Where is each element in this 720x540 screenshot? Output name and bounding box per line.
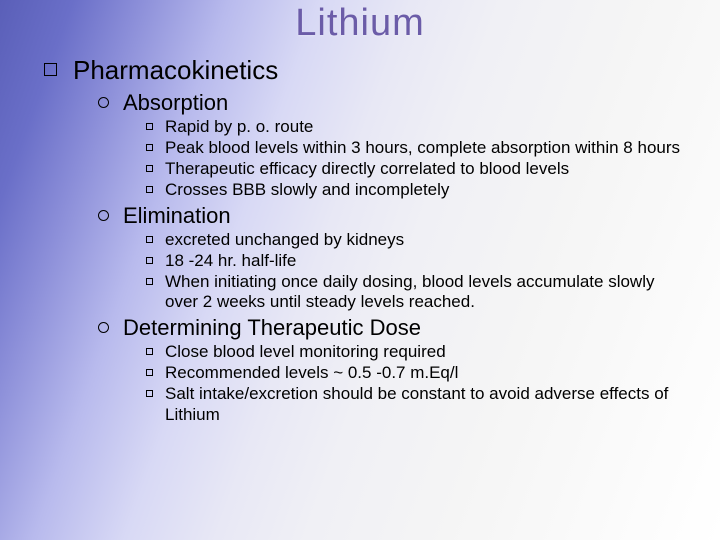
- small-square-bullet-icon: [146, 369, 153, 376]
- level2-text: Absorption: [123, 90, 228, 116]
- circle-bullet-icon: [98, 97, 109, 108]
- level3-item: Close blood level monitoring required: [146, 342, 690, 362]
- level3-text: When initiating once daily dosing, blood…: [165, 272, 690, 312]
- level3-item: Rapid by p. o. route: [146, 117, 690, 137]
- level3-text: excreted unchanged by kidneys: [165, 230, 404, 250]
- level3-text: Therapeutic efficacy directly correlated…: [165, 159, 569, 179]
- level2-item-dose: Determining Therapeutic Dose: [98, 315, 690, 341]
- square-bullet-icon: [44, 63, 57, 76]
- circle-bullet-icon: [98, 322, 109, 333]
- level3-item: When initiating once daily dosing, blood…: [146, 272, 690, 312]
- level1-item: Pharmacokinetics: [44, 55, 690, 86]
- level3-item: Crosses BBB slowly and incompletely: [146, 180, 690, 200]
- level3-item: Therapeutic efficacy directly correlated…: [146, 159, 690, 179]
- small-square-bullet-icon: [146, 348, 153, 355]
- small-square-bullet-icon: [146, 144, 153, 151]
- level3-text: Peak blood levels within 3 hours, comple…: [165, 138, 680, 158]
- level2-text: Determining Therapeutic Dose: [123, 315, 421, 341]
- level3-text: Rapid by p. o. route: [165, 117, 313, 137]
- level3-text: Salt intake/excretion should be constant…: [165, 384, 690, 424]
- level3-text: Recommended levels ~ 0.5 -0.7 m.Eq/l: [165, 363, 458, 383]
- small-square-bullet-icon: [146, 278, 153, 285]
- level3-text: Crosses BBB slowly and incompletely: [165, 180, 449, 200]
- level3-item: Peak blood levels within 3 hours, comple…: [146, 138, 690, 158]
- level3-item: Recommended levels ~ 0.5 -0.7 m.Eq/l: [146, 363, 690, 383]
- level3-item: Salt intake/excretion should be constant…: [146, 384, 690, 424]
- small-square-bullet-icon: [146, 123, 153, 130]
- level3-text: 18 -24 hr. half-life: [165, 251, 296, 271]
- slide-title: Lithium: [0, 0, 720, 45]
- level3-item: 18 -24 hr. half-life: [146, 251, 690, 271]
- slide-content: Pharmacokinetics Absorption Rapid by p. …: [0, 45, 720, 425]
- small-square-bullet-icon: [146, 390, 153, 397]
- small-square-bullet-icon: [146, 186, 153, 193]
- circle-bullet-icon: [98, 210, 109, 221]
- level2-item-absorption: Absorption: [98, 90, 690, 116]
- level3-item: excreted unchanged by kidneys: [146, 230, 690, 250]
- level1-text: Pharmacokinetics: [73, 55, 278, 86]
- small-square-bullet-icon: [146, 165, 153, 172]
- level3-text: Close blood level monitoring required: [165, 342, 446, 362]
- level2-item-elimination: Elimination: [98, 203, 690, 229]
- level2-text: Elimination: [123, 203, 231, 229]
- small-square-bullet-icon: [146, 257, 153, 264]
- small-square-bullet-icon: [146, 236, 153, 243]
